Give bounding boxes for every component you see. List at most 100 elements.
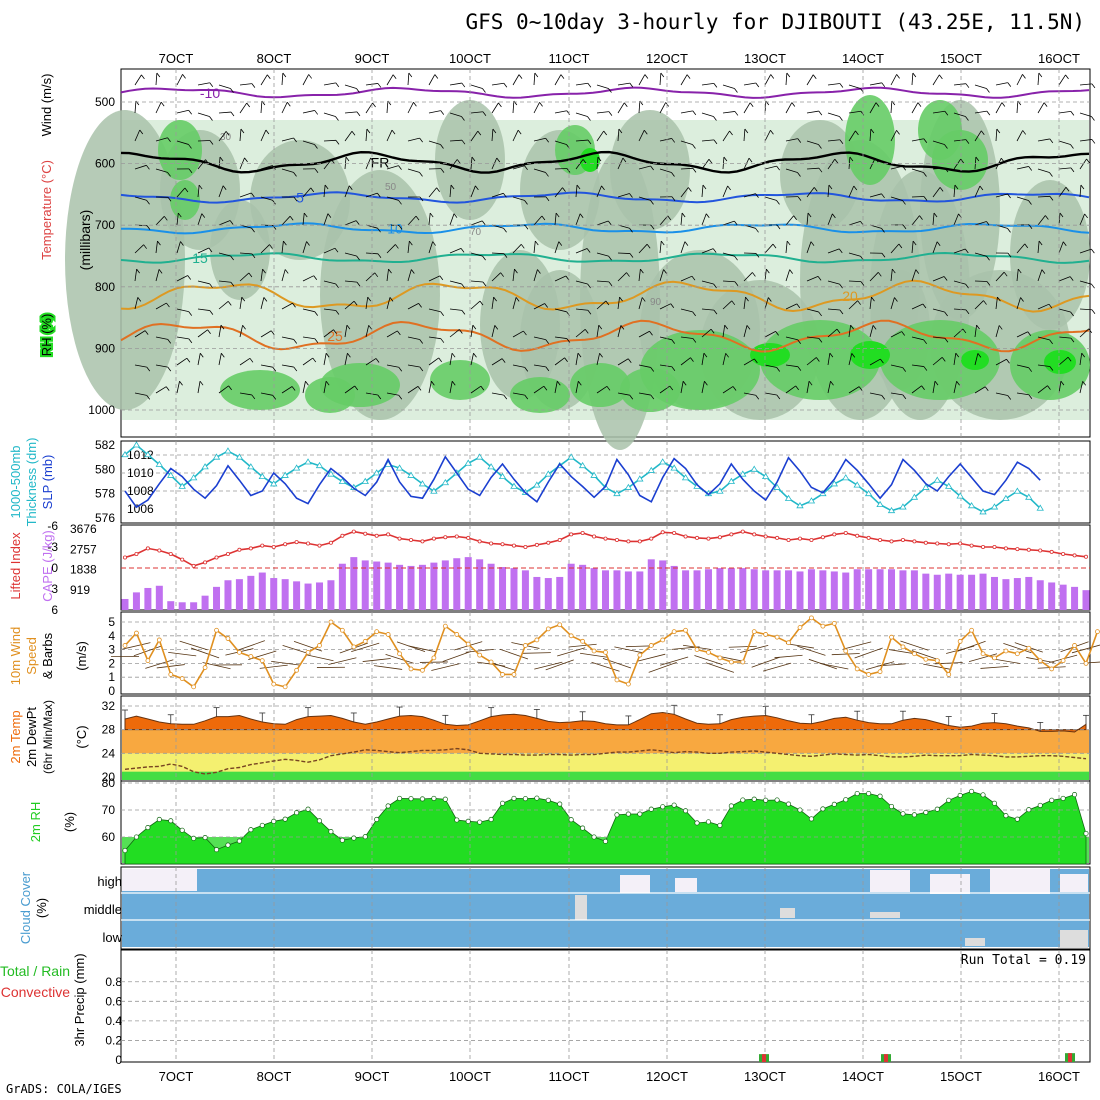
wind-speed-tick-label: 3 xyxy=(108,643,115,657)
upper-air-wind-barbs xyxy=(134,72,1096,400)
lifted-index-line-point xyxy=(660,530,665,535)
wind-barb xyxy=(932,241,938,254)
wind10m-speed-line-point xyxy=(294,667,300,673)
rh2m-point xyxy=(1049,797,1055,803)
thickness-line-point xyxy=(304,458,312,465)
wind-barb-flag xyxy=(734,111,739,116)
x-axis-top-label: 15OCT xyxy=(940,51,982,66)
wind-barb xyxy=(470,111,483,114)
wind-barb xyxy=(932,336,945,339)
wind-barb-flag xyxy=(520,244,525,249)
wind10m-speed-line-point xyxy=(237,649,242,655)
wind-barb-flag xyxy=(188,168,193,174)
thickness-line-point xyxy=(430,487,438,494)
wind10m-speed-line-point xyxy=(1049,666,1055,672)
wind10m-speed-line-point xyxy=(831,620,837,626)
rh2m-point xyxy=(465,818,471,824)
cape-bar xyxy=(499,567,507,610)
wind10m-barb xyxy=(305,654,334,662)
wind-barb-flag xyxy=(314,110,319,115)
wind-barb-flag xyxy=(620,325,625,330)
temp-tick-label: 28 xyxy=(102,723,116,737)
lifted-index-line-point xyxy=(683,534,688,539)
rh-area-70 xyxy=(430,360,490,400)
temp-tick-label: 20 xyxy=(102,770,116,784)
wind-barb xyxy=(995,193,1008,198)
wind-barb xyxy=(974,157,977,170)
wind-barb-flag xyxy=(1065,186,1070,192)
wind-barb-flag xyxy=(682,380,687,386)
wind-barb-flag xyxy=(836,328,841,334)
wind-barb-flag xyxy=(1091,248,1095,254)
wind-speed-tick-label: 1 xyxy=(108,670,115,684)
wind-barb xyxy=(743,82,756,86)
cape-bar xyxy=(144,587,152,610)
wind10m-barb xyxy=(145,659,174,669)
lifted-index-line-point xyxy=(912,539,917,544)
wind-barb xyxy=(827,280,840,285)
wind-barb-flag xyxy=(688,187,692,192)
wind-barb-flag xyxy=(286,101,291,107)
wind-barb-flag xyxy=(230,255,234,261)
cloud-gap-high xyxy=(930,874,970,894)
wind-barb-flag xyxy=(514,268,518,274)
wind-barb-flag xyxy=(248,272,253,278)
wind-barb-flag xyxy=(681,212,686,218)
wind-barb xyxy=(701,112,714,117)
wind-barb-flag xyxy=(482,281,487,287)
lifted-index-line-point xyxy=(900,538,905,543)
wind-barb xyxy=(995,271,1005,282)
wind-barb-flag xyxy=(198,184,203,190)
wind-barb-flag xyxy=(923,172,927,177)
rh2m-point xyxy=(1083,830,1089,837)
wind-barb xyxy=(533,73,536,86)
wind-barb xyxy=(239,325,243,338)
cape-bar xyxy=(556,576,564,610)
wind-barb xyxy=(218,252,231,257)
wind-barb-flag xyxy=(956,381,960,386)
wind-barb xyxy=(533,137,546,142)
wind-barb-flag xyxy=(1017,268,1022,274)
wind-barb xyxy=(995,392,1008,396)
wind-barb-flag xyxy=(650,224,655,230)
wind-barb-flag xyxy=(543,385,548,391)
wind-barb xyxy=(386,165,399,170)
wind-barb xyxy=(176,187,186,198)
wind-barb xyxy=(890,392,903,396)
wind-barb xyxy=(449,139,462,142)
wind-barb-flag xyxy=(875,102,880,107)
wind-barb-flag xyxy=(303,212,308,218)
rh2m-point xyxy=(236,838,242,844)
wind10m-speed-line-point xyxy=(1037,658,1043,664)
wind10m-barb xyxy=(545,659,574,671)
wind-barb xyxy=(1058,336,1071,339)
thickness-line-point xyxy=(922,483,930,490)
wind-barb-flag xyxy=(230,111,235,117)
wind-barb xyxy=(554,74,562,86)
wind-barb-flag xyxy=(618,128,623,134)
rh-area-70 xyxy=(220,370,300,410)
wind-barb-flag xyxy=(923,138,928,144)
wind-barb-flag xyxy=(986,110,991,116)
rh2m-point xyxy=(774,797,780,803)
wind10m-speed-line-point xyxy=(488,659,494,665)
wind-barb xyxy=(365,297,369,310)
wind-barb-flag xyxy=(177,212,182,218)
thickness-line-point xyxy=(1025,493,1033,500)
upper-air-label-wind: Wind (m/s) xyxy=(39,74,54,137)
wind-barb-flag xyxy=(461,82,466,88)
wind-barb-flag xyxy=(663,269,667,274)
lifted-index-line-point xyxy=(706,536,711,541)
wind-barb-flag xyxy=(723,156,728,162)
wind-barb xyxy=(785,364,798,368)
wind-barb xyxy=(512,196,525,201)
wind-barb xyxy=(575,112,588,117)
wind-barb xyxy=(848,353,853,366)
wind10m-speed-line-point xyxy=(225,636,231,641)
wind-barb xyxy=(995,102,1003,114)
wind-barb xyxy=(1079,139,1092,142)
wind-barb-flag xyxy=(755,82,760,88)
wind-barb xyxy=(722,185,729,198)
wind-barb xyxy=(659,168,672,173)
wind-barb xyxy=(197,112,210,117)
